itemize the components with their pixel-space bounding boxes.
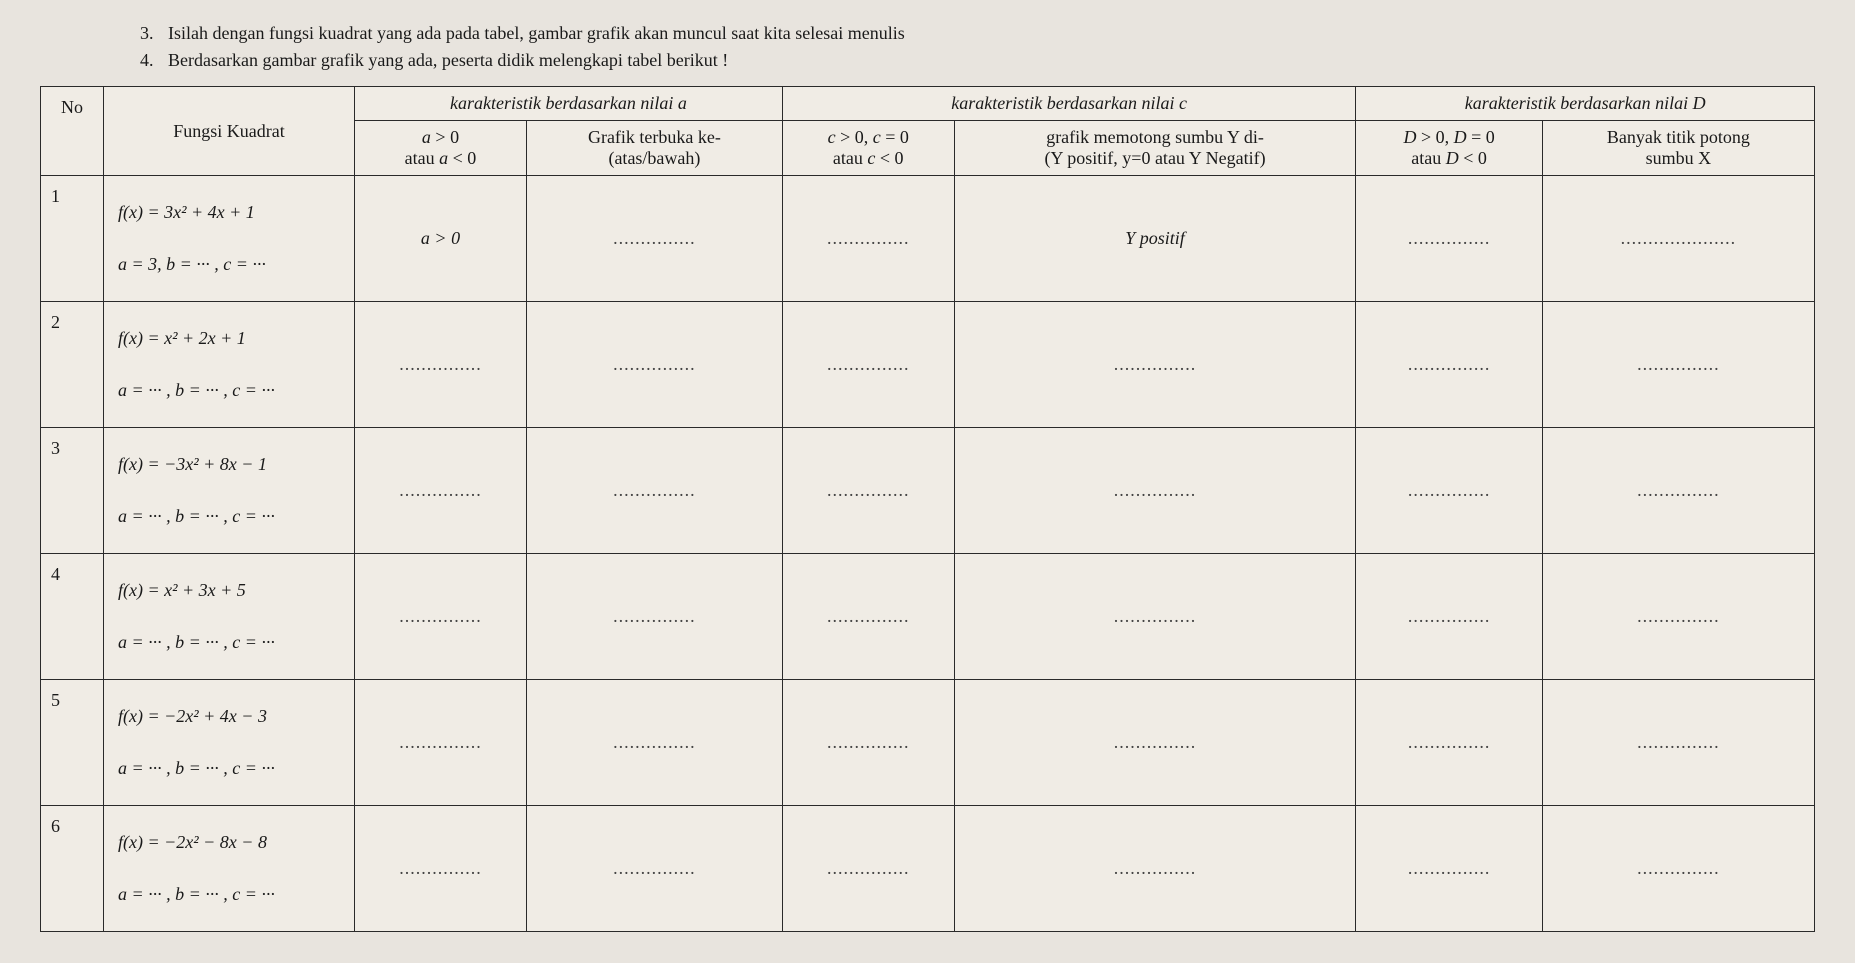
cell-d-roots: ............... — [1542, 428, 1814, 554]
table-row: 6f(x) = −2x² − 8x − 8a = ··· , b = ··· ,… — [41, 806, 1815, 932]
header-group-d: karakteristik berdasarkan nilai D — [1356, 87, 1815, 121]
function-expression: f(x) = x² + 3x + 5 — [118, 571, 340, 617]
header-a-sign: a > 0atau a < 0 — [355, 121, 527, 176]
table-row: 3f(x) = −3x² + 8x − 1a = ··· , b = ··· ,… — [41, 428, 1815, 554]
cell-no: 1 — [41, 176, 104, 302]
function-expression: f(x) = x² + 2x + 1 — [118, 319, 340, 365]
cell-a-sign: a > 0 — [355, 176, 527, 302]
table-row: 1f(x) = 3x² + 4x + 1a = 3, b = ··· , c =… — [41, 176, 1815, 302]
header-a-open: Grafik terbuka ke-(atas/bawah) — [527, 121, 783, 176]
function-expression: f(x) = 3x² + 4x + 1 — [118, 193, 340, 239]
cell-no: 2 — [41, 302, 104, 428]
coefficients-line: a = ··· , b = ··· , c = ··· — [118, 743, 340, 789]
cell-a-sign: ............... — [355, 428, 527, 554]
table-row: 4f(x) = x² + 3x + 5a = ··· , b = ··· , c… — [41, 554, 1815, 680]
table-body: 1f(x) = 3x² + 4x + 1a = 3, b = ··· , c =… — [41, 176, 1815, 932]
header-row-1: No Fungsi Kuadrat karakteristik berdasar… — [41, 87, 1815, 121]
cell-c-sign: ............... — [782, 428, 954, 554]
cell-c-sign: ............... — [782, 806, 954, 932]
cell-d-roots: ..................... — [1542, 176, 1814, 302]
cell-a-open: ............... — [527, 806, 783, 932]
cell-function: f(x) = −2x² + 4x − 3a = ··· , b = ··· , … — [104, 680, 355, 806]
cell-a-sign: ............... — [355, 302, 527, 428]
cell-d-sign: ............... — [1356, 428, 1542, 554]
cell-c-sign: ............... — [782, 680, 954, 806]
cell-d-sign: ............... — [1356, 806, 1542, 932]
cell-function: f(x) = x² + 2x + 1a = ··· , b = ··· , c … — [104, 302, 355, 428]
cell-a-sign: ............... — [355, 806, 527, 932]
cell-c-intersect: ............... — [954, 302, 1356, 428]
instruction-number: 4. — [140, 47, 168, 74]
cell-a-open: ............... — [527, 302, 783, 428]
cell-c-sign: ............... — [782, 554, 954, 680]
function-expression: f(x) = −2x² − 8x − 8 — [118, 823, 340, 869]
instruction-list: 3. Isilah dengan fungsi kuadrat yang ada… — [140, 20, 1815, 74]
coefficients-line: a = ··· , b = ··· , c = ··· — [118, 869, 340, 915]
cell-c-sign: ............... — [782, 176, 954, 302]
instruction-text: Berdasarkan gambar grafik yang ada, pese… — [168, 47, 728, 74]
table-row: 2f(x) = x² + 2x + 1a = ··· , b = ··· , c… — [41, 302, 1815, 428]
header-c-intersect: grafik memotong sumbu Y di-(Y positif, y… — [954, 121, 1356, 176]
instruction-number: 3. — [140, 20, 168, 47]
instruction-item: 4. Berdasarkan gambar grafik yang ada, p… — [140, 47, 1815, 74]
cell-d-roots: ............... — [1542, 806, 1814, 932]
coefficients-line: a = ··· , b = ··· , c = ··· — [118, 491, 340, 537]
cell-c-intersect: ............... — [954, 554, 1356, 680]
cell-d-sign: ............... — [1356, 302, 1542, 428]
cell-a-open: ............... — [527, 176, 783, 302]
header-fungsi: Fungsi Kuadrat — [104, 87, 355, 176]
cell-d-roots: ............... — [1542, 554, 1814, 680]
coefficients-line: a = ··· , b = ··· , c = ··· — [118, 617, 340, 663]
header-d-roots: Banyak titik potongsumbu X — [1542, 121, 1814, 176]
cell-d-sign: ............... — [1356, 680, 1542, 806]
function-expression: f(x) = −3x² + 8x − 1 — [118, 445, 340, 491]
coefficients-line: a = ··· , b = ··· , c = ··· — [118, 365, 340, 411]
header-group-c: karakteristik berdasarkan nilai c — [782, 87, 1356, 121]
cell-c-intersect: Y positif — [954, 176, 1356, 302]
header-group-a: karakteristik berdasarkan nilai a — [355, 87, 783, 121]
cell-d-sign: ............... — [1356, 554, 1542, 680]
cell-a-sign: ............... — [355, 554, 527, 680]
cell-c-intersect: ............... — [954, 428, 1356, 554]
cell-a-sign: ............... — [355, 680, 527, 806]
cell-function: f(x) = −2x² − 8x − 8a = ··· , b = ··· , … — [104, 806, 355, 932]
cell-a-open: ............... — [527, 428, 783, 554]
function-expression: f(x) = −2x² + 4x − 3 — [118, 697, 340, 743]
cell-d-roots: ............... — [1542, 302, 1814, 428]
instruction-item: 3. Isilah dengan fungsi kuadrat yang ada… — [140, 20, 1815, 47]
table-row: 5f(x) = −2x² + 4x − 3a = ··· , b = ··· ,… — [41, 680, 1815, 806]
cell-no: 5 — [41, 680, 104, 806]
quadratic-table: No Fungsi Kuadrat karakteristik berdasar… — [40, 86, 1815, 932]
cell-c-sign: ............... — [782, 302, 954, 428]
header-c-sign: c > 0, c = 0atau c < 0 — [782, 121, 954, 176]
cell-d-sign: ............... — [1356, 176, 1542, 302]
cell-function: f(x) = −3x² + 8x − 1a = ··· , b = ··· , … — [104, 428, 355, 554]
cell-no: 6 — [41, 806, 104, 932]
cell-a-open: ............... — [527, 554, 783, 680]
cell-c-intersect: ............... — [954, 680, 1356, 806]
cell-c-intersect: ............... — [954, 806, 1356, 932]
header-d-sign: D > 0, D = 0atau D < 0 — [1356, 121, 1542, 176]
cell-d-roots: ............... — [1542, 680, 1814, 806]
cell-function: f(x) = x² + 3x + 5a = ··· , b = ··· , c … — [104, 554, 355, 680]
instruction-text: Isilah dengan fungsi kuadrat yang ada pa… — [168, 20, 905, 47]
cell-no: 4 — [41, 554, 104, 680]
cell-function: f(x) = 3x² + 4x + 1a = 3, b = ··· , c = … — [104, 176, 355, 302]
cell-a-open: ............... — [527, 680, 783, 806]
coefficients-line: a = 3, b = ··· , c = ··· — [118, 239, 340, 285]
header-no: No — [41, 87, 104, 176]
cell-no: 3 — [41, 428, 104, 554]
